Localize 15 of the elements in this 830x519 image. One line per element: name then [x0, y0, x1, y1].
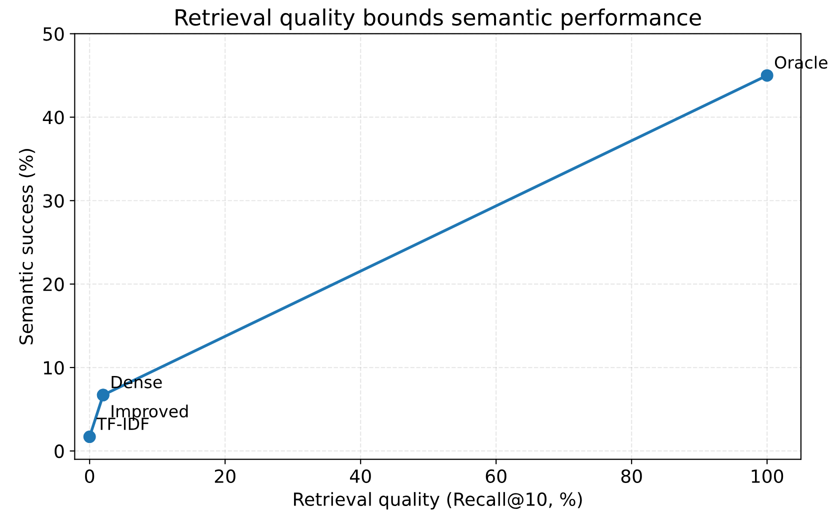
chart-title: Retrieval quality bounds semantic performance: [176, 8, 701, 30]
x-tick-label: 80: [621, 469, 642, 484]
x-tick-label: 60: [486, 469, 506, 484]
y-tick-label: 20: [43, 278, 64, 292]
y-tick-label: 40: [42, 110, 64, 124]
x-tick-label: 20: [214, 469, 236, 484]
x-tick-label: 100: [752, 469, 784, 484]
x-tick-label: 0: [85, 469, 94, 484]
y-axis-title: Semantic success (%): [18, 149, 36, 344]
x-axis-title: Retrieval quality (Recall@10, %): [294, 492, 582, 510]
y-tick-label: 50: [43, 27, 64, 41]
x-tick-label: 40: [350, 469, 371, 484]
y-tick-label: 30: [43, 194, 64, 208]
y-tick-label: 10: [44, 360, 64, 375]
y-tick-label: 0: [54, 444, 64, 458]
